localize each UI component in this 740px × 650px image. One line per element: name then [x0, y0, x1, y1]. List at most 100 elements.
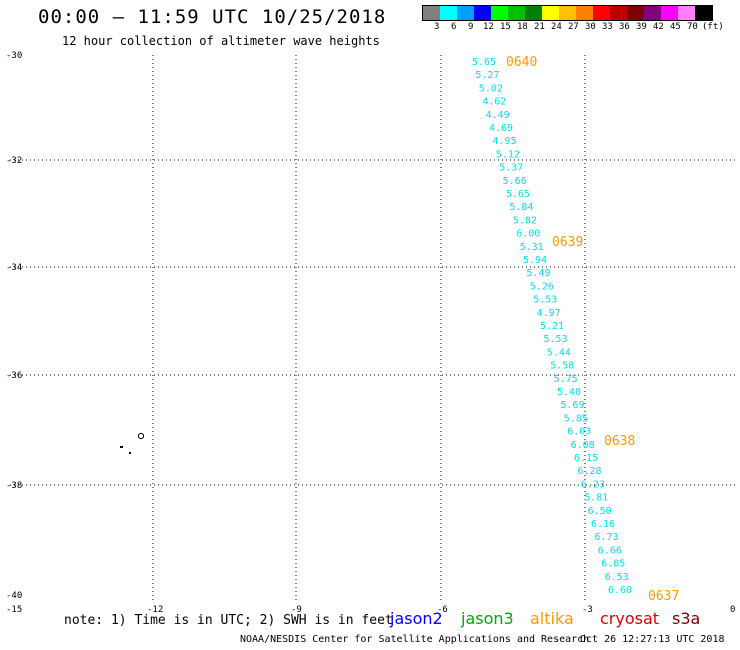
island-marker	[129, 452, 131, 454]
color-swatch	[610, 6, 627, 20]
color-swatch	[695, 6, 712, 20]
wave-height-value: 6.23	[581, 479, 605, 490]
color-swatch	[542, 6, 559, 20]
color-swatch	[593, 6, 610, 20]
wave-height-value: 6.50	[588, 506, 612, 517]
wave-height-value: 5.31	[520, 242, 544, 253]
color-scale-label: 24	[551, 22, 562, 32]
satellite-label-altika: altika	[530, 609, 574, 628]
color-scale-label: 30	[585, 22, 596, 32]
wave-height-value: 5.12	[496, 149, 520, 160]
wave-height-value: 5.66	[503, 176, 527, 187]
wave-height-value: 6.28	[577, 466, 601, 477]
wave-height-value: 5.65	[506, 189, 530, 200]
time-label: 0640	[506, 55, 537, 70]
color-scale-label: 12	[483, 22, 494, 32]
wave-height-value: 4.49	[486, 110, 510, 121]
color-scale-label: 6	[451, 22, 457, 32]
longitude-label: -6	[437, 605, 448, 615]
color-scale-label: 45	[670, 22, 681, 32]
longitude-label: -3	[582, 605, 593, 615]
wave-height-value: 6.15	[574, 453, 598, 464]
wave-height-value: 6.16	[591, 519, 615, 530]
color-scale-labels: 3 6 9 12 15 18 21 24 27 30 33 36 39 42 45 70 (ft)	[422, 22, 740, 34]
island-marker	[120, 446, 123, 448]
time-labels: 0640 0639 0638 0637	[506, 55, 679, 604]
wave-height-value: 5.82	[513, 215, 537, 226]
footer-note: note: 1) Time is in UTC; 2) SWH is in fe…	[64, 613, 393, 628]
color-swatch	[508, 6, 525, 20]
wave-height-value: 4.69	[489, 123, 513, 134]
time-label: 0639	[552, 235, 583, 250]
wave-height-value: 5.53	[533, 295, 557, 306]
wave-height-value: 5.94	[523, 255, 547, 266]
latitude-label: -34	[6, 263, 22, 273]
color-swatch	[661, 6, 678, 20]
island-marker	[137, 432, 145, 440]
wave-height-value: 6.85	[601, 559, 625, 570]
color-swatch	[423, 6, 440, 20]
color-swatch	[491, 6, 508, 20]
wave-height-value: 5.75	[554, 374, 578, 385]
wave-height-value: 4.95	[492, 136, 516, 147]
longitude-label: 0	[730, 605, 735, 615]
color-scale-label: 33	[602, 22, 613, 32]
color-scale-bar	[422, 5, 713, 21]
wave-height-value: 5.81	[584, 493, 608, 504]
wave-height-value: 6.00	[516, 229, 540, 240]
wave-height-value: 4.97	[537, 308, 561, 319]
color-swatch	[644, 6, 661, 20]
color-swatch	[525, 6, 542, 20]
wave-height-value: 4.62	[482, 97, 506, 108]
color-scale-label: 70	[687, 22, 698, 32]
island-group	[120, 432, 145, 454]
color-scale-label: 42	[653, 22, 664, 32]
color-scale-label: 39	[636, 22, 647, 32]
wave-height-value: 6.66	[598, 545, 622, 556]
color-scale-label: 9	[468, 22, 474, 32]
wave-height-value: 5.49	[526, 268, 550, 279]
color-swatch	[457, 6, 474, 20]
latitude-label: -32	[6, 156, 22, 166]
wave-height-value: 5.69	[560, 400, 584, 411]
color-swatch	[474, 6, 491, 20]
wave-height-value: 6.73	[594, 532, 618, 543]
wave-height-value: 5.37	[499, 163, 523, 174]
wave-height-value: 5.21	[540, 321, 564, 332]
satellite-label-s3a: s3a	[672, 609, 701, 628]
wave-height-value: 5.44	[547, 347, 571, 358]
wave-height-value: 6.08	[571, 440, 595, 451]
wave-height-value: 6.03	[567, 427, 591, 438]
longitude-label: -12	[147, 605, 163, 615]
wave-height-value: 5.02	[479, 83, 503, 94]
color-swatch	[627, 6, 644, 20]
color-scale-label: 15	[500, 22, 511, 32]
longitude-label: -15	[6, 605, 22, 615]
color-swatch	[440, 6, 457, 20]
color-swatch	[678, 6, 695, 20]
longitude-label: -9	[291, 605, 302, 615]
latitude-label: -30	[6, 51, 22, 61]
wave-height-value: 6.53	[605, 572, 629, 583]
color-swatch	[576, 6, 593, 20]
color-scale-label: 36	[619, 22, 630, 32]
color-swatch	[559, 6, 576, 20]
footer-timestamp: Oct 26 12:27:13 UTC 2018	[580, 634, 725, 645]
wave-height-value: 5.26	[530, 281, 554, 292]
wave-height-value: 5.65	[472, 57, 496, 68]
page-subtitle: 12 hour collection of altimeter wave hei…	[62, 34, 380, 48]
altimeter-track: 5.65 5.27 5.02 4.62 4.49 4.69 4.95 5.12 5.37 5.66…	[472, 57, 632, 596]
satellite-label-jason3: jason3	[461, 609, 514, 628]
color-scale-label: 18	[517, 22, 528, 32]
color-scale-label: (ft)	[702, 22, 724, 32]
wave-height-value: 6.60	[608, 585, 632, 596]
wave-height-value: 5.84	[509, 202, 533, 213]
wave-height-value: 5.40	[557, 387, 581, 398]
latitude-label: -38	[6, 481, 22, 491]
color-scale-label: 21	[534, 22, 545, 32]
satellite-label-jason2: jason2	[390, 609, 443, 628]
color-scale-label: 3	[434, 22, 440, 32]
color-scale-label: 27	[568, 22, 579, 32]
time-label: 0637	[648, 589, 679, 604]
